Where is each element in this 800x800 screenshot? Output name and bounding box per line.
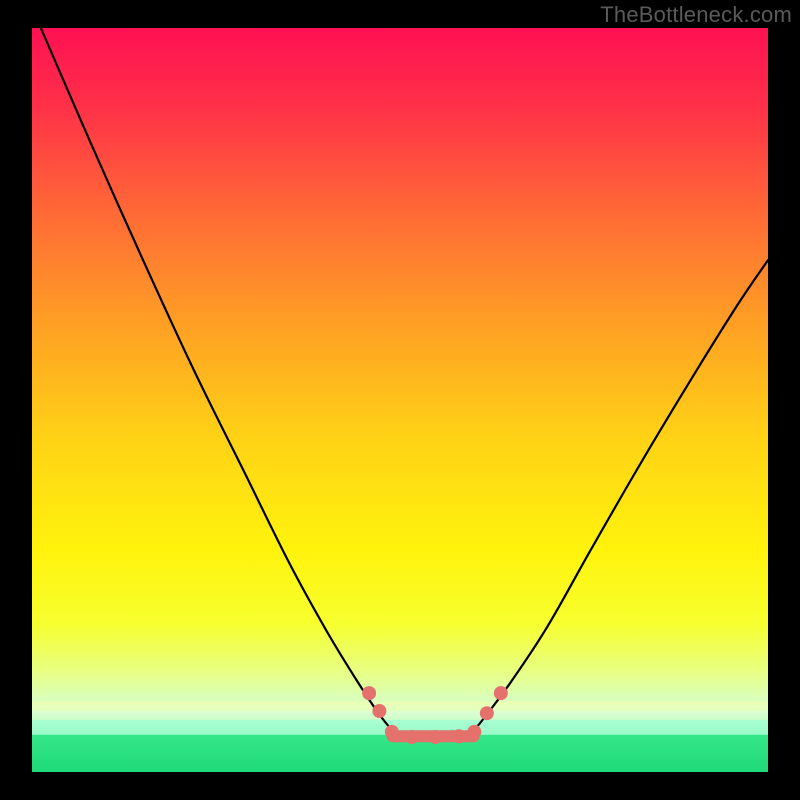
bottom-color-bands [32, 701, 768, 734]
curve-marker [480, 706, 494, 720]
curve-marker [372, 704, 386, 718]
curve-marker [362, 686, 376, 700]
curve-marker [467, 725, 481, 739]
bottleneck-chart [0, 0, 800, 800]
curve-marker [452, 729, 466, 743]
curve-marker [405, 730, 419, 744]
curve-marker [494, 686, 508, 700]
plot-background-gradient [32, 28, 768, 772]
curve-marker [385, 725, 399, 739]
watermark-label: TheBottleneck.com [600, 2, 792, 28]
curve-marker [428, 730, 442, 744]
